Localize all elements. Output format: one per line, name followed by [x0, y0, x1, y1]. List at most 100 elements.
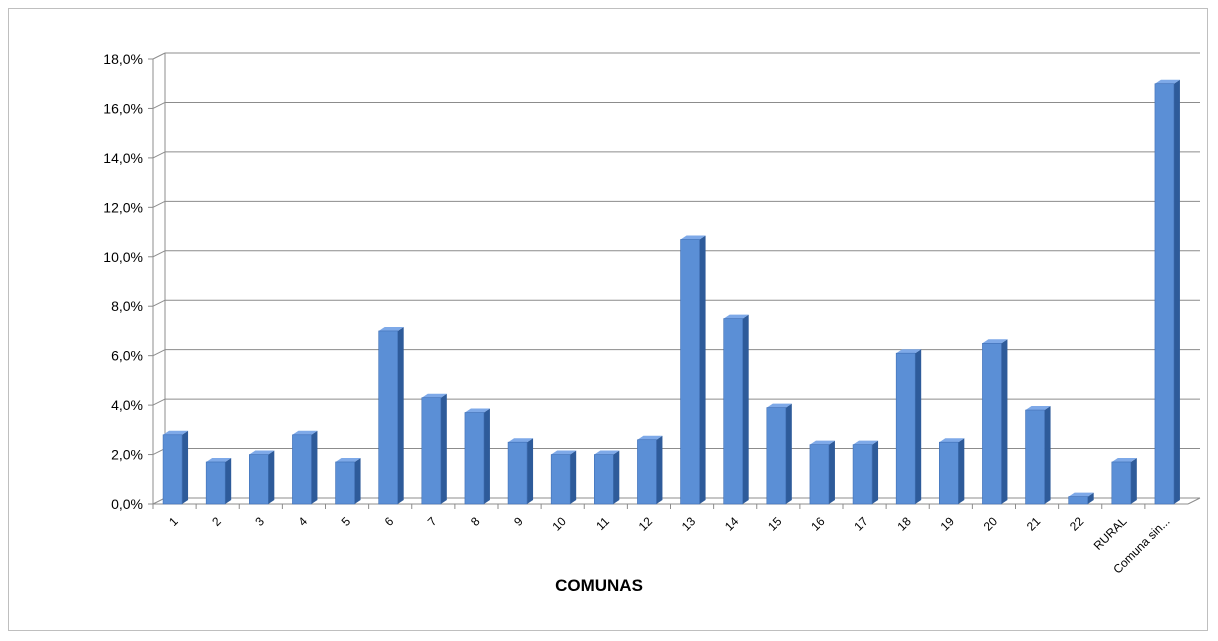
x-tick-label: 4	[295, 514, 310, 529]
gridline-slant	[152, 398, 166, 406]
bar-top	[809, 440, 835, 445]
bar-side	[613, 450, 620, 504]
bar	[637, 439, 657, 505]
bar-side	[872, 440, 879, 504]
bar	[982, 343, 1002, 505]
bar-top	[723, 314, 749, 319]
bar	[292, 434, 312, 505]
bar-side	[1001, 339, 1008, 504]
bar-top	[982, 339, 1008, 344]
bar-top	[1068, 492, 1094, 497]
bar-top	[939, 438, 965, 443]
bar-side	[527, 438, 534, 504]
bar-top	[1025, 406, 1051, 411]
bar-top	[896, 349, 922, 354]
x-tick-label: 6	[382, 514, 397, 529]
bar-top	[508, 438, 534, 443]
gridline-slant	[152, 250, 166, 258]
bar-side	[570, 450, 577, 504]
bar	[335, 461, 355, 505]
y-tick-labels: 0,0% 2,0% 4,0% 6,0% 8,0% 10,0% 12,0% 14,0% 16,0%…	[103, 51, 143, 512]
gridline-slant	[152, 52, 166, 60]
bar	[249, 454, 269, 505]
x-tick-label: 19	[938, 514, 958, 534]
x-tick-label: 17	[851, 514, 871, 534]
bar	[594, 454, 614, 505]
bar-side	[397, 326, 404, 504]
bar	[162, 434, 183, 505]
x-tick-label: RURAL	[1091, 514, 1130, 553]
bar	[852, 444, 873, 505]
bar-top	[421, 393, 447, 398]
gridline-slant	[152, 349, 166, 357]
x-tick-label: 16	[808, 514, 828, 534]
x-tick-label: 5	[339, 514, 354, 529]
bar-top	[292, 430, 318, 435]
bar-side	[1044, 406, 1051, 504]
y-tick-label: 2,0%	[111, 447, 143, 463]
x-tick-label: 14	[722, 514, 742, 534]
bar-side	[656, 435, 663, 504]
y-tick-label: 16,0%	[103, 100, 143, 116]
bar-side	[915, 349, 922, 504]
y-tick-label: 12,0%	[103, 199, 143, 215]
x-tick-label: 7	[425, 514, 440, 529]
bar	[680, 239, 700, 505]
x-tick-label: 12	[636, 514, 656, 534]
bar-top	[206, 457, 232, 462]
bar-side	[483, 408, 490, 504]
bar	[550, 454, 571, 505]
bar-side	[268, 450, 275, 504]
gridline-slant	[152, 299, 166, 307]
bar	[1068, 496, 1088, 505]
y-tick-label: 4,0%	[111, 397, 143, 413]
x-tick-label: 8	[468, 514, 483, 529]
gridline-slant	[152, 101, 166, 109]
x-tick-label: 18	[894, 514, 914, 534]
x-tick-label: 11	[593, 514, 612, 533]
bar-top	[335, 457, 361, 462]
bar-top	[378, 326, 404, 331]
bar-top	[551, 450, 577, 455]
y-tick-label: 8,0%	[111, 298, 143, 314]
x-tick-label: 21	[1024, 514, 1044, 534]
bar-side	[742, 314, 749, 504]
gridline-slant	[152, 200, 166, 208]
bar-side	[1087, 492, 1094, 504]
chart-svg: 0,0% 2,0% 4,0% 6,0% 8,0% 10,0% 12,0% 14,0% 16,0%…	[103, 51, 1201, 595]
y-tick-label: 0,0%	[111, 496, 143, 512]
bar-side	[1173, 79, 1180, 504]
y-tick-label: 10,0%	[103, 249, 143, 265]
x-axis-title: COMUNAS	[555, 576, 643, 595]
x-tick-label: 9	[511, 514, 526, 529]
gridline-slant	[152, 151, 166, 159]
bar-top	[853, 440, 879, 445]
bar-side	[225, 457, 232, 504]
bar-top	[680, 235, 706, 240]
x-tick-label: 1	[166, 514, 181, 529]
chart-frame: 0,0% 2,0% 4,0% 6,0% 8,0% 10,0% 12,0% 14,0% 16,0%…	[8, 8, 1208, 631]
bar-side	[182, 430, 189, 504]
x-tick-label: 13	[679, 514, 699, 534]
y-tick-label: 6,0%	[111, 348, 143, 364]
bar	[421, 397, 442, 505]
bar	[895, 352, 916, 505]
bar	[1025, 409, 1045, 505]
bar	[205, 461, 226, 505]
bar	[507, 441, 528, 505]
x-tick-label: 22	[1067, 514, 1087, 534]
bar-side	[1130, 457, 1137, 504]
bar	[723, 318, 743, 505]
bar	[939, 441, 959, 505]
bar-top	[464, 408, 490, 413]
bar-top	[1154, 79, 1180, 84]
bar	[378, 330, 398, 505]
bar	[464, 412, 485, 505]
bar-top	[249, 450, 275, 455]
bar-side	[311, 430, 318, 504]
y-tick-label: 18,0%	[103, 51, 143, 67]
bar-side	[354, 457, 361, 504]
x-tick-labels: 1 2 3 4 5 6 7 8 9 10 11 12 13 14 15 16 17 18 19 20 21 22 RURAL…	[166, 514, 1173, 576]
x-tick-label: 15	[765, 514, 785, 534]
bar	[1111, 461, 1132, 505]
